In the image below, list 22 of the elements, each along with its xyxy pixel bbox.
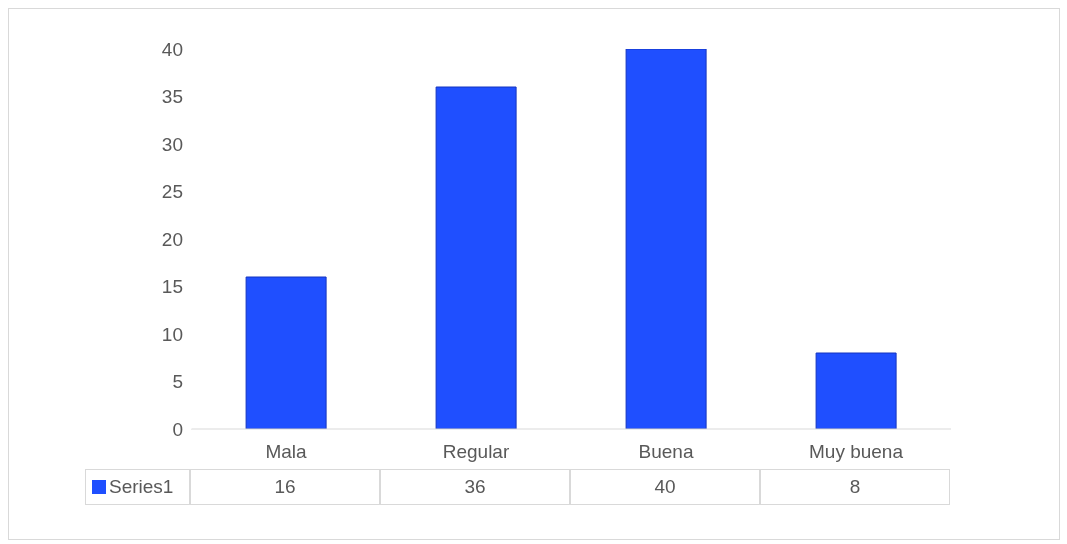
y-tick-label: 0 [172,418,183,440]
legend-label: Series1 [109,476,174,498]
x-tick-label: Mala [265,441,308,463]
y-tick-label: 35 [161,86,183,108]
bar [435,86,517,429]
data-label: 16 [190,469,380,505]
data-label: 8 [760,469,950,505]
x-tick-label: Buena [638,441,694,463]
y-tick-label: 5 [172,371,183,393]
y-tick-label: 40 [161,38,183,60]
x-tick-label: Regular [442,441,510,463]
data-label: 36 [380,469,570,505]
y-tick-label: 15 [161,276,183,298]
y-tick-label: 30 [161,133,183,155]
y-tick-label: 20 [161,228,183,250]
bar [815,352,897,429]
x-tick-label: Muy buena [808,441,904,463]
bar [625,49,707,429]
y-tick-label: 25 [161,181,183,203]
data-label: 40 [570,469,760,505]
y-tick-label: 10 [161,323,183,345]
bar [245,276,327,429]
